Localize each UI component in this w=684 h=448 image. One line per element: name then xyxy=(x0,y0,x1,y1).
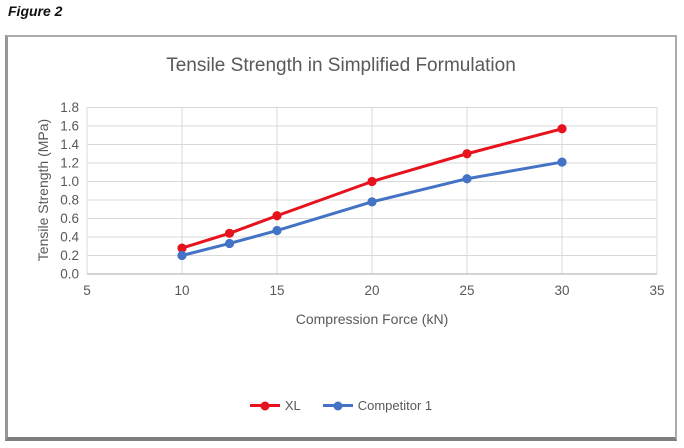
series-marker-competitor-1 xyxy=(177,250,187,261)
x-tick-label: 5 xyxy=(83,283,91,298)
x-axis-title: Compression Force (kN) xyxy=(295,311,449,327)
chart-title: Tensile Strength in Simplified Formulati… xyxy=(166,55,516,76)
series-marker-competitor-1 xyxy=(272,225,282,236)
x-tick-label: 25 xyxy=(459,283,474,298)
x-tick-label: 30 xyxy=(554,283,569,298)
series-marker-competitor-1 xyxy=(557,157,567,167)
series-line-competitor-1 xyxy=(180,160,564,257)
x-tick-label: 10 xyxy=(174,283,189,298)
legend-item-competitor-1[interactable]: Competitor 1 xyxy=(322,398,433,413)
series-marker-xl xyxy=(272,211,282,221)
y-tick-label: 1.6 xyxy=(60,119,79,134)
series-marker-competitor-1 xyxy=(367,197,377,207)
y-tick-label: 0.2 xyxy=(60,248,79,263)
series-marker-xl xyxy=(224,228,235,238)
figure-caption-label: Figure 2 xyxy=(8,3,63,19)
series-marker-xl xyxy=(177,243,187,253)
chart-area: Tensile Strength in Simplified Formulati… xyxy=(5,35,677,441)
x-tick-label: 15 xyxy=(269,283,284,298)
legend-label: Competitor 1 xyxy=(357,398,433,413)
x-tick-label: 35 xyxy=(649,283,664,298)
chart-frame: Tensile Strength in Simplified Formulati… xyxy=(5,35,677,441)
legend-label: XL xyxy=(284,398,301,413)
series-marker-competitor-1 xyxy=(462,174,472,184)
y-tick-label: 0.0 xyxy=(60,267,79,282)
legend-marker-icon xyxy=(322,401,353,410)
series-line-xl xyxy=(180,127,564,250)
series-marker-xl xyxy=(462,149,472,159)
x-tick-label: 20 xyxy=(364,283,379,298)
y-tick-label: 1.8 xyxy=(60,100,79,115)
y-axis-title: Tensile Strength (MPa) xyxy=(35,118,51,262)
legend-item-xl[interactable]: XL xyxy=(249,398,301,413)
legend: XL Competitor 1 xyxy=(5,398,677,413)
legend-marker-icon xyxy=(249,401,280,410)
y-tick-label: 0.4 xyxy=(60,230,79,245)
legend-dot-icon xyxy=(333,401,343,410)
y-tick-label: 1.2 xyxy=(60,156,79,171)
y-tick-label: 1.4 xyxy=(60,137,79,152)
series-marker-competitor-1 xyxy=(224,238,235,249)
series-marker-xl xyxy=(557,124,567,134)
series-marker-xl xyxy=(367,176,377,187)
y-tick-label: 0.8 xyxy=(60,193,79,208)
plot-area: 0.0 0.2 0.4 0.6 0.8 1.0 1.2 1.4 1.6 1.8 5 10 15 20 25 3… xyxy=(60,100,664,298)
y-tick-label: 0.6 xyxy=(60,211,79,226)
legend-dot-icon xyxy=(260,401,270,410)
y-tick-label: 1.0 xyxy=(60,174,79,189)
